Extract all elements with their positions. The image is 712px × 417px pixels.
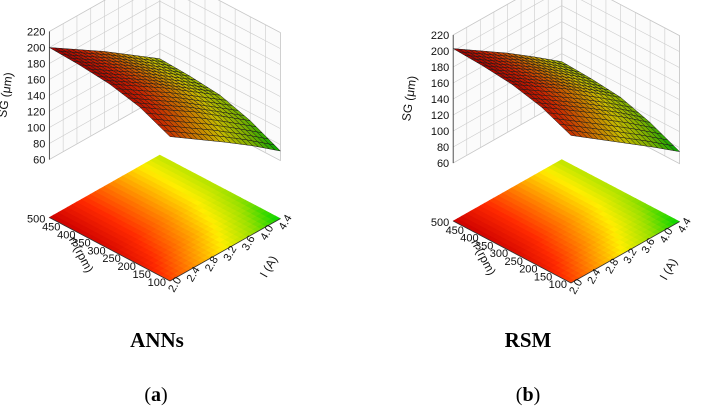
z-tick-label: 100 (431, 126, 449, 138)
surface-cell (564, 129, 578, 137)
z-tick-label: 180 (27, 59, 45, 71)
z-tick-label: 220 (27, 27, 45, 39)
y-tick-label: 350 (475, 240, 493, 252)
z-tick-label: 180 (431, 62, 449, 74)
y-tick-label: 500 (431, 217, 449, 229)
z-tick-label: 120 (27, 107, 45, 119)
caption-open-paren: ( (144, 384, 151, 406)
floor-contour (452, 159, 681, 284)
surface-mesh (453, 48, 681, 153)
panel-caption-a: (a) (126, 384, 186, 407)
x-axis-line (570, 221, 680, 284)
z-tick-label: 220 (431, 30, 449, 42)
y-axis-line (453, 220, 572, 284)
z-tick-label: 200 (27, 43, 45, 55)
y-tick-label: 450 (446, 225, 464, 237)
z-tick-label: 140 (27, 91, 45, 103)
y-tick-label: 400 (460, 233, 478, 245)
wall-gridline (453, 0, 680, 36)
caption-close-paren: ) (161, 384, 168, 406)
z-tick-label: 120 (431, 110, 449, 122)
chart-panel-b: 2.0 2.4 2.8 3.2 3.6 4.0 4.4 100 150 200 250 300 350 4… (356, 0, 712, 417)
z-tick-label: 160 (431, 78, 449, 90)
surface-cell (163, 130, 177, 138)
z-tick-label: 200 (431, 46, 449, 58)
surface-mesh (49, 47, 282, 152)
z-tick-label: 160 (27, 75, 45, 87)
chart-panel-a: 2.0 2.4 2.8 3.2 3.6 4.0 4.4 100 150 200 250 300 350 4… (0, 0, 295, 407)
surface-plot-anns: 2.02.42.83.23.64.04.41001502002503003504… (0, 0, 295, 295)
contour-cell (556, 159, 568, 166)
y-tick-label: 100 (148, 277, 166, 289)
panel-caption-b: (b) (498, 384, 558, 407)
z-tick-label: 140 (431, 94, 449, 106)
caption-letter: b (522, 384, 534, 406)
y-tick-label: 250 (102, 253, 120, 265)
z-tick-label: 100 (27, 123, 45, 135)
y-tick-label: 100 (549, 279, 567, 291)
wall-gridline (49, 0, 281, 49)
wall-gridline (453, 0, 680, 52)
z-tick-label: 80 (33, 139, 45, 151)
z-axis-label: SG (μm) (399, 75, 419, 122)
caption-close-paren: ) (533, 384, 541, 406)
y-tick-label: 200 (117, 261, 135, 273)
x-tick-label: 4.4 (676, 216, 694, 235)
y-tick-label: 300 (87, 245, 105, 257)
y-tick-label: 150 (133, 269, 151, 281)
y-tick-label: 300 (490, 248, 508, 260)
z-tick-label: 60 (33, 155, 45, 167)
wall-gridline (49, 0, 281, 33)
x-axis-label: I (A) (257, 253, 280, 280)
z-axis-label: SG (μm) (0, 71, 15, 118)
y-tick-label: 450 (42, 221, 60, 233)
contour-cell (154, 154, 166, 161)
model-label-anns: ANNs (130, 328, 184, 352)
y-tick-label: 400 (57, 229, 75, 241)
caption-open-paren: ( (515, 384, 523, 406)
y-tick-label: 200 (519, 264, 537, 276)
x-tick-label: 4.4 (277, 213, 295, 232)
y-tick-label: 500 (27, 214, 45, 226)
z-tick-label: 60 (437, 158, 449, 170)
x-axis-label: I (A) (657, 256, 680, 283)
y-axis-line (49, 217, 171, 282)
x-axis-line (169, 218, 281, 282)
y-tick-label: 350 (72, 237, 90, 249)
surface-plot-rsm: 2.02.42.83.23.64.04.41001502002503003504… (399, 0, 694, 297)
y-tick-label: 150 (534, 271, 552, 283)
floor-contour (48, 154, 282, 282)
model-label-rsm: RSM (504, 328, 552, 352)
z-tick-label: 80 (437, 142, 449, 154)
y-tick-label: 250 (504, 256, 522, 268)
caption-letter: a (151, 384, 161, 406)
